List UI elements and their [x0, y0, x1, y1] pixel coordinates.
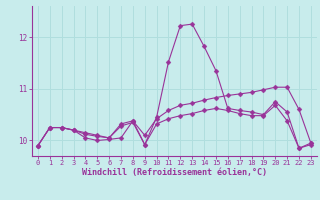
X-axis label: Windchill (Refroidissement éolien,°C): Windchill (Refroidissement éolien,°C) [82, 168, 267, 177]
